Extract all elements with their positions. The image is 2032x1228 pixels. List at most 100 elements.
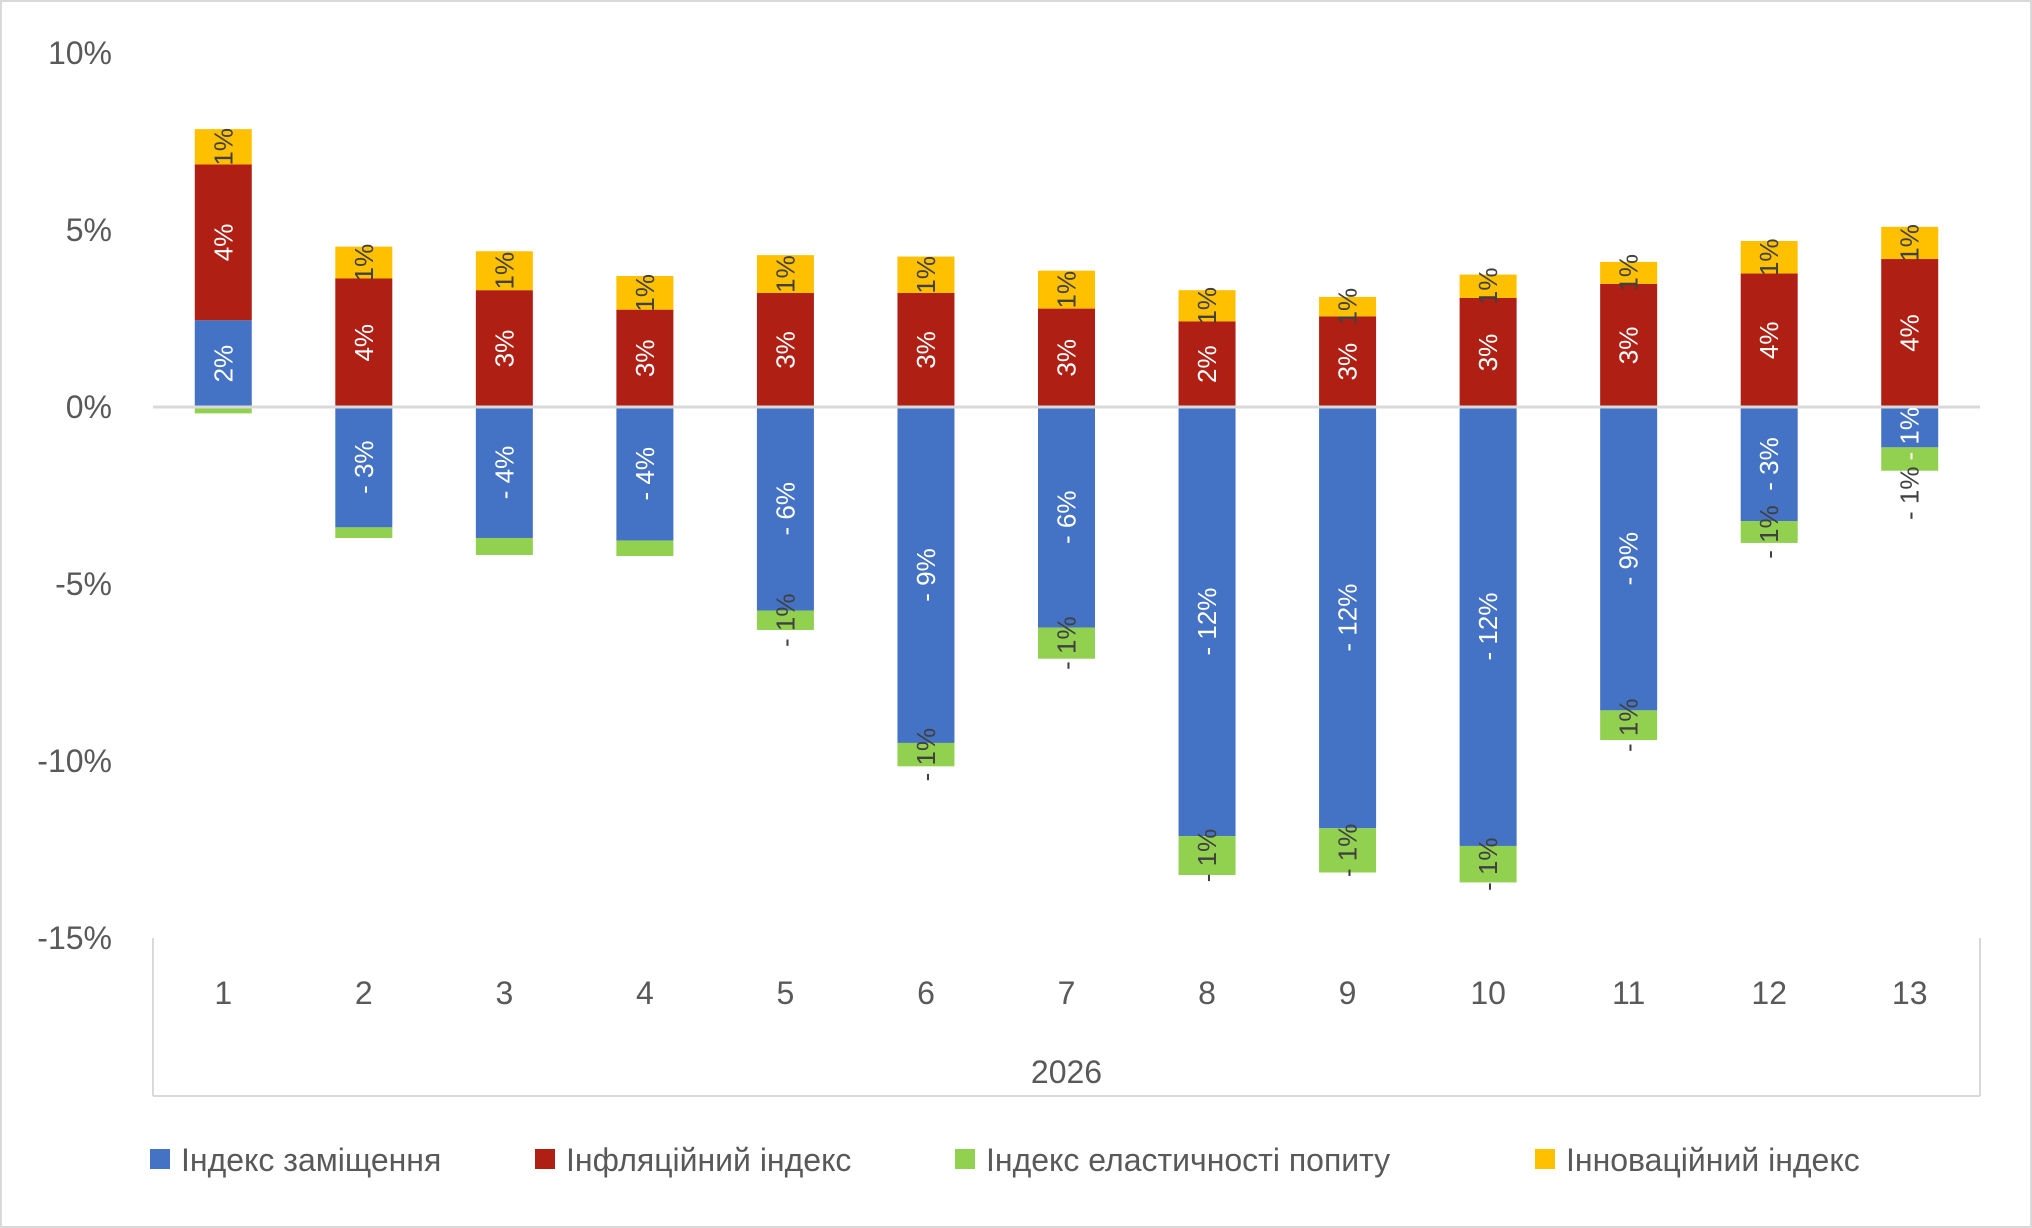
bar-segment — [1459, 274, 1517, 298]
data-label: 4% — [1754, 321, 1784, 359]
data-label: 1% — [1333, 288, 1363, 326]
legend-swatch — [955, 1149, 975, 1169]
legend: Індекс заміщення Інфляційний індекс Індекс… — [150, 1142, 1860, 1178]
data-label: - 4% — [489, 446, 519, 499]
bar-segment — [1459, 407, 1517, 846]
bar-segment — [1319, 828, 1377, 873]
legend-label: Індекс еластичності попиту — [986, 1142, 1390, 1178]
bar-segment — [1740, 520, 1798, 543]
data-label: 4% — [1895, 314, 1925, 352]
data-label: - 12% — [1473, 593, 1503, 661]
bar-segment — [1038, 407, 1095, 628]
data-label: 3% — [770, 331, 800, 369]
data-label: 1% — [489, 252, 519, 290]
x-tick-label: 13 — [1892, 975, 1928, 1011]
legend-label: Індекс заміщення — [181, 1142, 441, 1178]
bar-segment — [1740, 240, 1798, 274]
bar-segment — [1178, 290, 1236, 322]
bars — [194, 129, 1939, 883]
bar-segment — [1600, 710, 1658, 741]
bar-segment — [1881, 226, 1939, 260]
bar-segment — [897, 293, 955, 407]
data-label: - 6% — [770, 482, 800, 535]
data-label: 1% — [349, 244, 379, 282]
bar-segment — [335, 278, 393, 407]
data-label: - 6% — [1052, 491, 1082, 544]
data-label: 3% — [1614, 327, 1644, 365]
x-tick-label: 6 — [917, 975, 935, 1011]
data-label: 1% — [911, 256, 941, 294]
x-tick-label: 8 — [1198, 975, 1216, 1011]
data-label: 3% — [1052, 339, 1082, 377]
data-label: - 1% — [911, 728, 941, 781]
bar-segment — [1038, 308, 1095, 407]
data-label: 1% — [1192, 287, 1222, 325]
data-label: 3% — [1473, 334, 1503, 372]
bar-segment — [756, 610, 814, 631]
bar-segment — [1178, 836, 1236, 875]
data-labels: 2% 4% 1% - 3% 4% 1% - 4% 3% 1% - 4% 3% 1% - 6% 3% - 1%… — [208, 128, 1924, 891]
data-label: 1% — [630, 274, 660, 312]
bar-segment — [756, 293, 814, 407]
bar-segment — [897, 407, 955, 743]
bar-segment — [194, 129, 252, 165]
legend-swatch — [1535, 1149, 1555, 1169]
data-label: - 1% — [1192, 829, 1222, 882]
bar-segment — [475, 290, 533, 407]
data-label: - 1% — [1052, 616, 1082, 669]
x-tick-label: 11 — [1612, 975, 1645, 1011]
data-label: 3% — [1333, 343, 1363, 381]
bar-segment — [1038, 270, 1095, 309]
bar-segment — [1178, 407, 1236, 837]
bar-segment — [194, 320, 252, 407]
bar-segment — [194, 407, 252, 414]
data-label: 1% — [208, 128, 238, 166]
data-label: - 1% — [1754, 505, 1784, 558]
data-label: 1% — [1895, 224, 1925, 262]
y-tick-label: 5% — [66, 212, 112, 248]
x-tick-label: 1 — [214, 975, 232, 1011]
bar-segment — [1319, 296, 1377, 317]
bar-segment — [897, 256, 955, 294]
bar-segment — [1319, 407, 1377, 829]
data-label: 1% — [1754, 238, 1784, 276]
bar-segment — [475, 251, 533, 291]
data-label: 3% — [911, 331, 941, 369]
data-label: 1% — [1614, 254, 1644, 292]
x-group-label: 2026 — [1031, 1054, 1102, 1090]
data-label: - 1% — [1895, 407, 1925, 460]
legend-label: Інфляційний індекс — [566, 1142, 851, 1178]
data-label: - 3% — [1754, 437, 1784, 490]
data-label: 2% — [208, 345, 238, 383]
bar-segment — [1881, 407, 1939, 448]
bar-segment — [1740, 273, 1798, 407]
data-label: 1% — [1052, 271, 1082, 309]
bar-segment — [335, 527, 393, 538]
y-tick-label: 10% — [48, 35, 112, 71]
y-tick-label: -5% — [55, 566, 112, 602]
data-label: - 1% — [1614, 699, 1644, 752]
data-label: - 1% — [1473, 837, 1503, 890]
legend-swatch — [535, 1149, 555, 1169]
bar-segment — [616, 309, 674, 407]
bar-segment — [335, 246, 393, 279]
bar-segment — [616, 407, 674, 541]
data-label: 2% — [1192, 345, 1222, 383]
bar-segment — [897, 742, 955, 767]
bar-segment — [1881, 447, 1939, 471]
bar-segment — [1881, 259, 1939, 407]
data-label: 4% — [349, 324, 379, 362]
data-label: - 4% — [630, 447, 660, 500]
bar-segment — [1319, 316, 1377, 407]
data-label: 1% — [1473, 267, 1503, 305]
y-tick-label: 0% — [66, 389, 112, 425]
x-tick-label: 4 — [636, 975, 654, 1011]
data-label: - 3% — [349, 440, 379, 493]
bar-segment — [1740, 407, 1798, 521]
data-label: - 9% — [1614, 532, 1644, 585]
y-axis: 10% 5% 0% -5% -10% -15% — [37, 35, 112, 956]
bar-segment — [616, 540, 674, 557]
data-label: 3% — [630, 340, 660, 378]
